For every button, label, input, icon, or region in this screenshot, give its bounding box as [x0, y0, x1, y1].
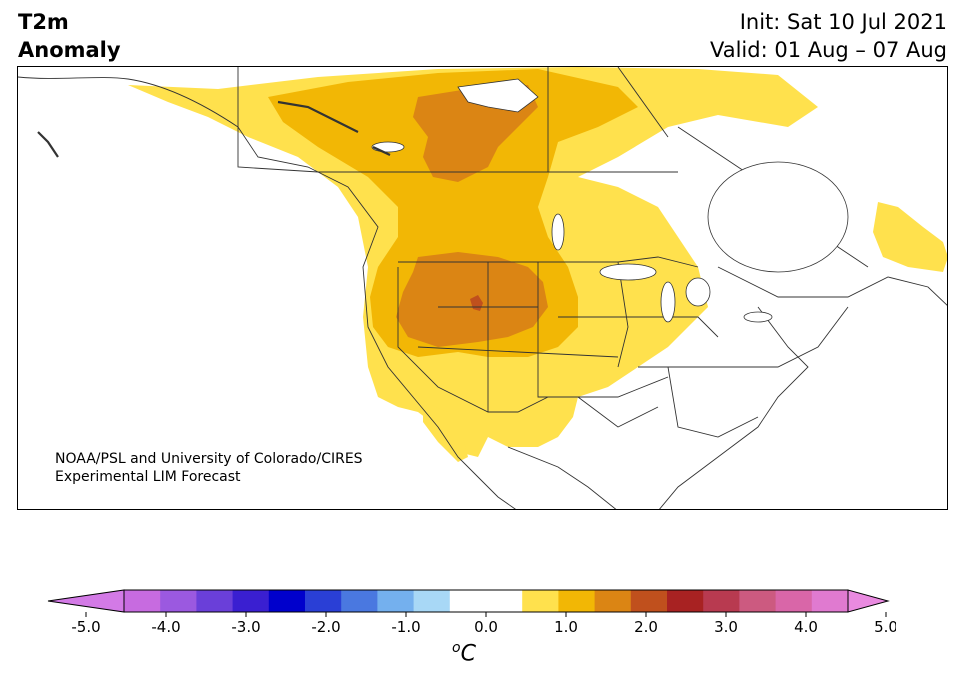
- borders: [18, 67, 947, 509]
- colorbar-segment: [196, 590, 234, 612]
- anomaly-area-light-baja: [423, 402, 468, 462]
- colorbar-svg: -5.0 -4.0 -3.0 -2.0 -1.0 0.0 1.0 2.0 3.0 4.0 5.0: [47, 589, 898, 636]
- colorbar-under-arrow: [47, 589, 125, 613]
- colorbar-tick-label: -5.0: [71, 618, 100, 636]
- lake-winnipeg: [551, 213, 565, 251]
- great-lake-michigan: [660, 281, 676, 323]
- colorbar-segment: [486, 590, 523, 612]
- colorbar: -5.0 -4.0 -3.0 -2.0 -1.0 0.0 1.0 2.0 3.0 4.0 5.0: [46, 588, 898, 642]
- colorbar-segment: [739, 590, 777, 612]
- colorbar-segment: [811, 590, 849, 612]
- credit-line-2: Experimental LIM Forecast: [55, 469, 241, 485]
- colorbar-tick-label: -4.0: [151, 618, 180, 636]
- init-date: Init: Sat 10 Jul 2021: [739, 10, 947, 34]
- colorbar-tick-label: 4.0: [794, 618, 818, 636]
- anomaly-area-medium: [268, 69, 638, 357]
- valid-date: Valid: 01 Aug – 07 Aug: [709, 38, 947, 62]
- great-slave-lake: [371, 141, 405, 153]
- hudson-bay-main: [707, 161, 849, 273]
- colorbar-segment: [305, 590, 342, 612]
- unit-celsius: C: [460, 641, 476, 667]
- map-canvas: [18, 67, 947, 509]
- map-credit: NOAA/PSL and University of Colorado/CIRE…: [55, 450, 363, 486]
- unit-degree: o: [452, 640, 461, 656]
- colorbar-segment: [232, 590, 270, 612]
- colorbar-tick-label: 2.0: [634, 618, 658, 636]
- map-title: T2m Anomaly: [18, 8, 121, 64]
- colorbar-units: oC: [452, 640, 476, 666]
- colorbar-tick-label: 3.0: [714, 618, 738, 636]
- colorbar-segment: [449, 590, 487, 612]
- forecast-dates: Init: Sat 10 Jul 2021 Valid: 01 Aug – 07…: [710, 8, 947, 64]
- lake-ontario: [743, 311, 773, 323]
- rivers: [37, 100, 391, 158]
- colorbar-segment: [667, 590, 704, 612]
- colorbar-segment: [413, 590, 451, 612]
- colorbar-segment: [268, 590, 306, 612]
- colorbar-segment: [558, 590, 596, 612]
- colorbar-tick-label: 1.0: [554, 618, 578, 636]
- colorbar-segment: [630, 590, 668, 612]
- anomaly-map: [17, 66, 948, 510]
- great-lake-huron: [685, 277, 711, 307]
- title-line-2: Anomaly: [18, 38, 121, 62]
- colorbar-tick-label: 0.0: [474, 618, 498, 636]
- hudson-bay: [457, 78, 539, 113]
- colorbar-tick-label: -3.0: [231, 618, 260, 636]
- colorbar-segment: [377, 590, 415, 612]
- water-bodies: [371, 78, 849, 323]
- great-lake-superior: [599, 263, 657, 281]
- colorbar-segment: [341, 590, 378, 612]
- colorbar-segment: [703, 590, 740, 612]
- colorbar-tick-label: 5.0: [874, 618, 896, 636]
- colorbar-tick-label: -2.0: [311, 618, 340, 636]
- title-line-1: T2m: [18, 10, 69, 34]
- credit-line-1: NOAA/PSL and University of Colorado/CIRE…: [55, 451, 363, 467]
- colorbar-segment: [594, 590, 632, 612]
- colorbar-segment: [775, 590, 813, 612]
- colorbar-segment: [124, 590, 161, 612]
- colorbar-segment: [522, 590, 559, 612]
- colorbar-over-arrow: [847, 589, 890, 613]
- anomaly-area-light-east: [873, 202, 947, 272]
- colorbar-segment: [160, 590, 197, 612]
- colorbar-tick-label: -1.0: [391, 618, 420, 636]
